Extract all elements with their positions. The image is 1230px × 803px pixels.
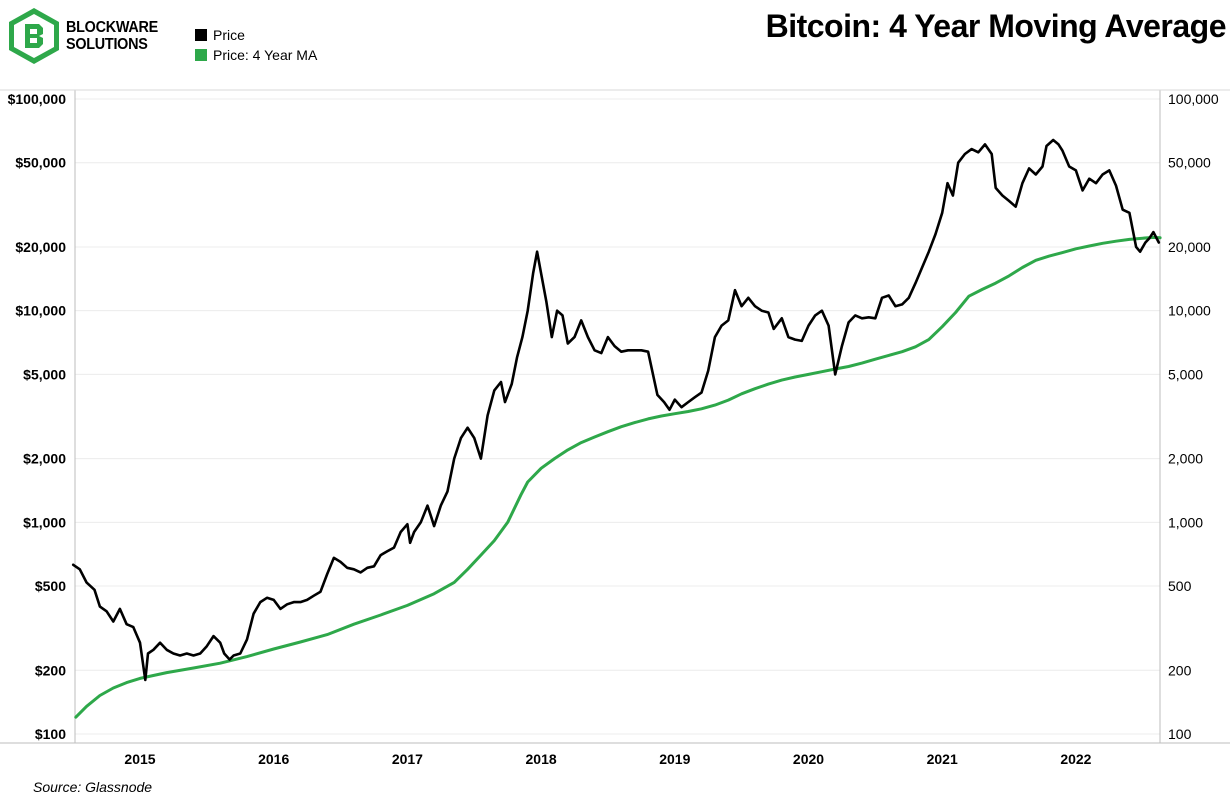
y-tick-label-right: 100,000: [1168, 91, 1219, 107]
y-tick-label-left: $10,000: [15, 303, 66, 319]
brand-name-line1: BLOCKWARE: [66, 19, 158, 36]
source-note: Source: Glassnode: [33, 779, 153, 795]
y-tick-label-left: $500: [35, 578, 66, 594]
y-tick-label-right: 100: [1168, 726, 1192, 742]
y-tick-label-right: 1,000: [1168, 514, 1203, 530]
y-tick-label-left: $5,000: [23, 366, 66, 382]
legend-label-ma: Price: 4 Year MA: [213, 47, 318, 63]
y-tick-label-left: $100: [35, 726, 66, 742]
y-tick-label-left: $50,000: [15, 155, 66, 171]
series-line-4yr-ma: [74, 235, 1162, 719]
y-tick-label-right: 20,000: [1168, 239, 1211, 255]
legend-swatch-ma: [195, 49, 207, 61]
x-tick-label: 2016: [258, 751, 289, 767]
x-tick-label: 2020: [793, 751, 824, 767]
x-tick-label: 2015: [124, 751, 155, 767]
x-tick-label: 2019: [659, 751, 690, 767]
brand-name-line2: SOLUTIONS: [66, 36, 148, 53]
blockware-logo-icon: [9, 8, 59, 64]
legend-label-price: Price: [213, 27, 245, 43]
legend-item-price: Price: [195, 27, 245, 43]
y-tick-label-left: $2,000: [23, 451, 66, 467]
x-tick-label: 2018: [526, 751, 557, 767]
x-tick-label: 2017: [392, 751, 423, 767]
y-tick-label-right: 500: [1168, 578, 1192, 594]
y-tick-label-right: 200: [1168, 662, 1192, 678]
x-tick-label: 2022: [1060, 751, 1091, 767]
y-tick-label-right: 10,000: [1168, 303, 1211, 319]
y-tick-label-left: $20,000: [15, 239, 66, 255]
x-tick-label: 2021: [927, 751, 958, 767]
series-line-price: [71, 138, 1161, 682]
y-tick-label-right: 2,000: [1168, 451, 1203, 467]
y-tick-label-left: $1,000: [23, 514, 66, 530]
legend-swatch-price: [195, 29, 207, 41]
price-chart: $100 100 $200 200 $500 500 $1,000 1,000 $2,000 2,…: [0, 89, 1230, 767]
legend-item-ma: Price: 4 Year MA: [195, 47, 317, 63]
y-tick-label-left: $200: [35, 662, 66, 678]
y-tick-label-right: 50,000: [1168, 155, 1211, 171]
y-tick-label-right: 5,000: [1168, 366, 1203, 382]
chart-title: Bitcoin: 4 Year Moving Average: [765, 8, 1227, 44]
y-tick-label-left: $100,000: [8, 91, 67, 107]
